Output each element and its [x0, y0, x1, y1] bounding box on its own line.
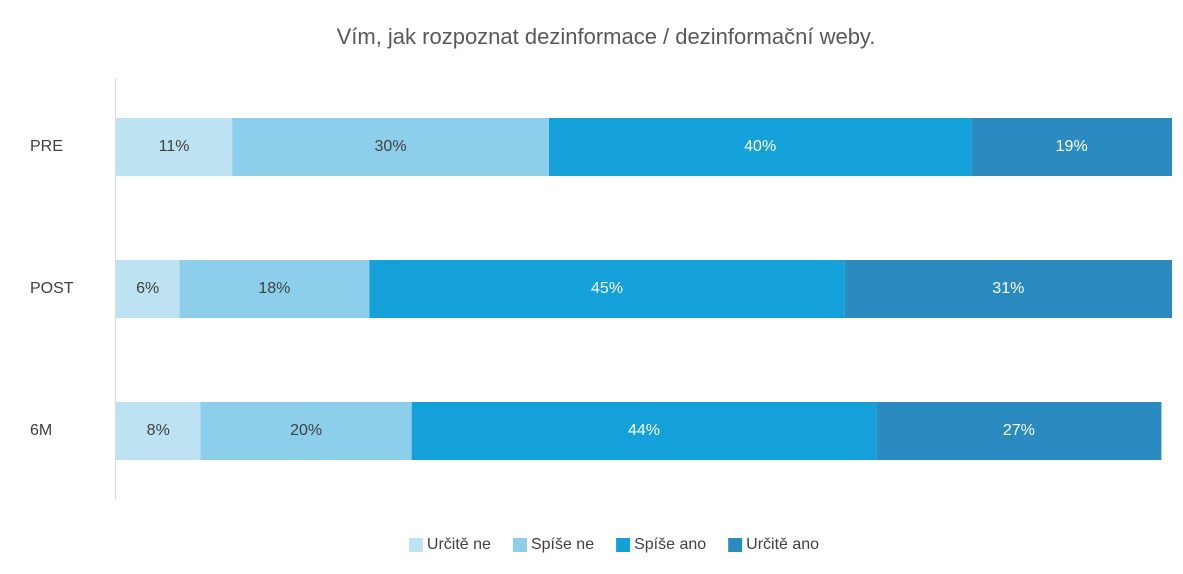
legend-swatch: [728, 538, 743, 552]
legend-label: Spíše ano: [634, 536, 706, 553]
bar-segment: [369, 260, 845, 318]
bar-segment: [116, 118, 233, 176]
data-label: 30%: [375, 138, 407, 155]
bar-segment: [876, 402, 1162, 460]
y-tick-label: PRE: [30, 138, 63, 155]
bar-segment: [971, 118, 1172, 176]
data-label: 40%: [744, 138, 776, 155]
bar-segment: [844, 260, 1172, 318]
legend-label: Určitě ano: [746, 536, 819, 553]
data-label: 19%: [1056, 138, 1088, 155]
data-label: 44%: [628, 422, 660, 439]
data-label: 20%: [290, 422, 322, 439]
legend-swatch: [512, 538, 527, 552]
y-tick-label: 6M: [30, 422, 52, 439]
data-label: 8%: [147, 422, 170, 439]
data-label: 18%: [258, 280, 290, 297]
legend-swatch: [408, 538, 423, 552]
bar-segment: [116, 260, 180, 318]
bar-segment: [179, 260, 370, 318]
data-label: 45%: [591, 280, 623, 297]
legend-label: Spíše ne: [531, 536, 594, 553]
legend-swatch: [616, 538, 631, 552]
bar-segment: [232, 118, 549, 176]
bar-segment: [411, 402, 877, 460]
y-tick-label: POST: [30, 280, 74, 297]
legend-label: Určitě ne: [427, 536, 491, 553]
data-label: 31%: [992, 280, 1024, 297]
bar-segment: [548, 118, 972, 176]
data-label: 27%: [1003, 422, 1035, 439]
bar-segment: [116, 402, 201, 460]
data-label: 6%: [136, 280, 159, 297]
chart-title: Vím, jak rozpoznat dezinformace / dezinf…: [337, 24, 876, 49]
bar-segment: [200, 402, 412, 460]
data-label: 11%: [159, 138, 190, 155]
